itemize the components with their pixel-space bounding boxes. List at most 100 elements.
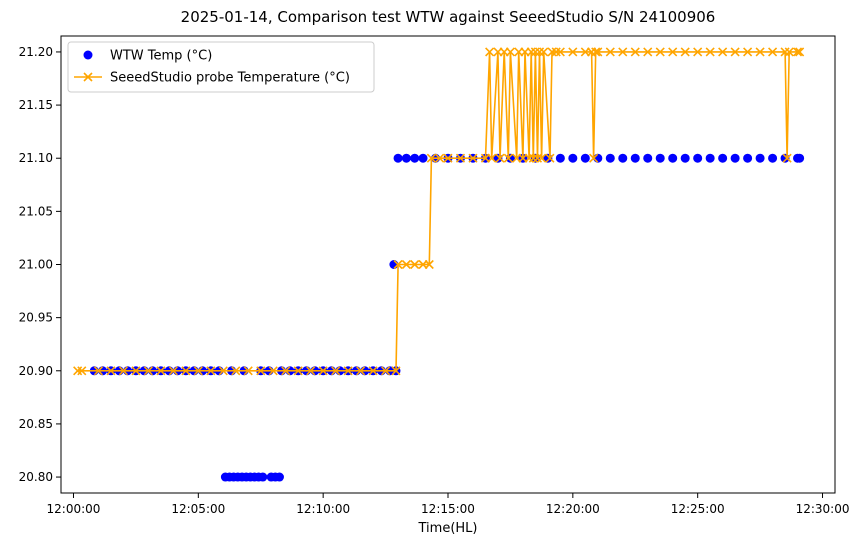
data-point (401, 259, 411, 270)
data-point (410, 259, 420, 270)
y-tick-label: 21.10 (19, 151, 53, 165)
data-point (680, 153, 690, 163)
data-point (792, 47, 803, 57)
data-point (393, 153, 403, 163)
data-point (680, 47, 690, 57)
data-point (630, 153, 640, 163)
y-axis: 20.80 20.85 20.90 20.95 21.00 21.05 21.10 21.15… (19, 45, 61, 484)
data-point (181, 366, 191, 376)
data-point (410, 153, 420, 163)
data-point (755, 47, 765, 57)
data-point (368, 366, 378, 376)
data-point (593, 47, 603, 57)
data-point (206, 366, 216, 376)
data-point (705, 153, 715, 163)
data-point (401, 153, 411, 163)
data-point (668, 153, 678, 163)
series-seeedstudio (73, 47, 805, 376)
x-tick-label: 12:05:00 (171, 502, 225, 516)
data-point (784, 47, 794, 57)
data-point (730, 153, 740, 163)
series-line (77, 51, 800, 372)
data-point (393, 259, 403, 270)
y-tick-label: 20.80 (19, 470, 53, 484)
data-point (258, 472, 268, 482)
legend: WTW Temp (°C) SeeedStudio probe Temperatu… (67, 41, 375, 93)
data-point (274, 472, 284, 482)
data-point (106, 366, 116, 376)
data-point (356, 366, 366, 376)
data-point (131, 366, 141, 376)
data-point (426, 153, 436, 163)
data-point (782, 153, 792, 163)
data-point (526, 47, 536, 57)
data-point (256, 366, 266, 376)
legend-label: WTW Temp (°C) (110, 49, 212, 64)
data-point (318, 366, 328, 376)
data-point (528, 153, 538, 163)
data-point (424, 259, 434, 270)
y-tick-label: 21.00 (19, 258, 53, 272)
data-point (743, 153, 753, 163)
data-point (435, 153, 445, 163)
data-point (693, 47, 703, 57)
data-point (795, 153, 805, 163)
data-point (795, 47, 805, 57)
x-tick-label: 12:00:00 (47, 502, 101, 516)
legend-marker (83, 72, 93, 82)
data-point (243, 366, 253, 376)
data-point (391, 366, 401, 376)
data-point (495, 153, 505, 163)
data-point (193, 366, 203, 376)
data-point (655, 47, 665, 57)
x-axis-label: Time(HL) (418, 521, 478, 536)
data-point (668, 47, 678, 57)
x-tick-label: 12:15:00 (421, 502, 475, 516)
data-point (768, 47, 778, 57)
data-point (643, 47, 653, 57)
data-point (618, 47, 628, 57)
data-point (730, 47, 740, 57)
data-point (539, 47, 549, 57)
data-point (77, 366, 87, 376)
data-point (534, 47, 545, 57)
data-point (443, 153, 453, 163)
data-point (693, 153, 703, 163)
data-point (231, 366, 241, 376)
data-point (485, 47, 495, 57)
x-tick-label: 12:25:00 (671, 502, 725, 516)
data-point (655, 153, 665, 163)
data-point (281, 366, 291, 376)
y-tick-label: 20.95 (19, 311, 53, 325)
x-tick-label: 12:20:00 (546, 502, 600, 516)
data-point (93, 366, 104, 376)
data-point (156, 366, 166, 376)
data-point (580, 153, 590, 163)
y-tick-label: 21.20 (19, 45, 53, 59)
data-point (545, 153, 555, 163)
data-point (468, 153, 478, 163)
data-point (743, 47, 753, 57)
data-point (455, 153, 466, 163)
data-point (718, 47, 728, 57)
data-point (505, 47, 515, 57)
legend-marker (83, 50, 93, 60)
data-point (293, 366, 303, 376)
data-point (568, 153, 578, 163)
y-tick-label: 21.15 (19, 98, 53, 112)
legend-box (67, 41, 375, 93)
data-point (551, 47, 561, 57)
data-point (768, 153, 778, 163)
data-point (618, 153, 628, 163)
data-point (589, 153, 599, 163)
data-point (487, 153, 497, 163)
y-tick-label: 21.05 (19, 204, 53, 218)
data-point (537, 153, 547, 163)
x-tick-label: 12:10:00 (296, 502, 350, 516)
y-tick-label: 20.85 (19, 417, 53, 431)
data-point (268, 366, 278, 376)
data-point (605, 47, 615, 57)
data-point (591, 47, 601, 57)
data-point (780, 47, 790, 57)
